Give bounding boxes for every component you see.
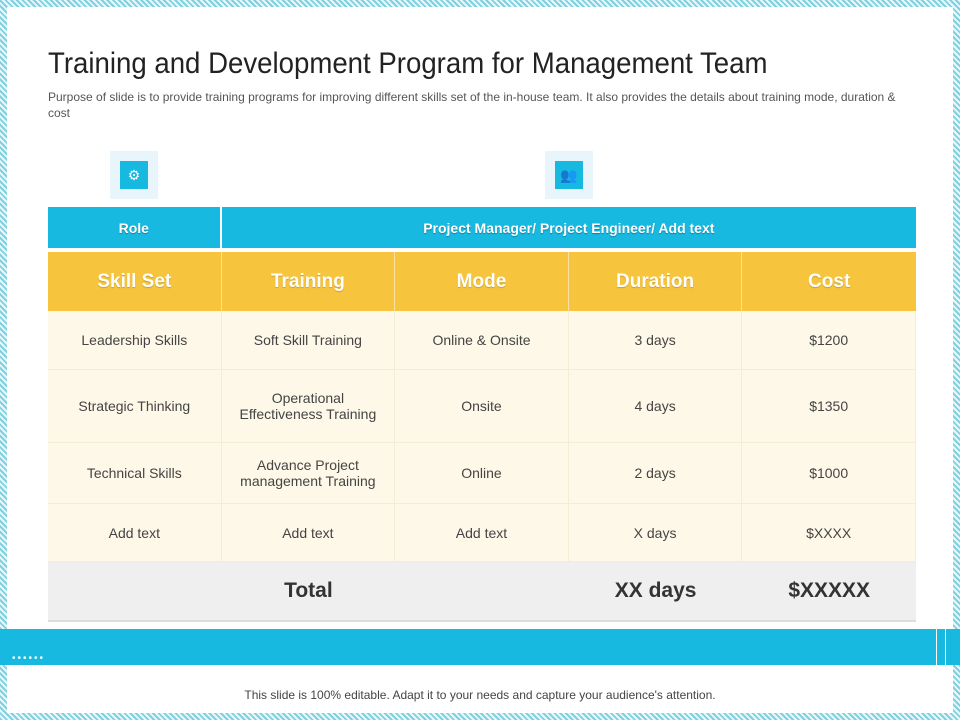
table-cell: Online & Onsite: [395, 311, 569, 369]
team-group-icon: 👥: [545, 151, 593, 199]
training-table: Role Project Manager/ Project Engineer/ …: [48, 207, 916, 622]
table-cell: Soft Skill Training: [222, 311, 396, 369]
band-bars: [936, 629, 946, 665]
total-cost: $XXXXX: [788, 579, 871, 602]
table-row: Strategic Thinking Operational Effectiven…: [48, 370, 916, 443]
table-cell: 3 days: [569, 311, 743, 369]
subtitle: Purpose of slide is to provide training …: [48, 90, 896, 120]
table-cell: Operational Effectiveness Training: [222, 370, 396, 442]
table-cell: Add text: [395, 504, 569, 561]
decorative-band: ••••••: [0, 629, 960, 665]
slide: Training and Development Program for Man…: [0, 7, 960, 713]
table-cell: Leadership Skills: [48, 311, 222, 369]
table-cell: $XXXX: [742, 504, 916, 561]
table-cell: X days: [569, 504, 743, 561]
role-label: Role: [48, 207, 222, 248]
table-cell: $1200: [742, 311, 916, 369]
header-cell: Duration: [569, 252, 743, 311]
table-row: Leadership Skills Soft Skill Training Onli…: [48, 311, 916, 370]
table-row: Technical Skills Advance Project manageme…: [48, 443, 916, 504]
total-label: Total: [284, 579, 333, 602]
table-cell: Strategic Thinking: [48, 370, 222, 442]
table-cell: 4 days: [569, 370, 743, 442]
footer-note: This slide is 100% editable. Adapt it to…: [244, 688, 716, 702]
table-row: Add text Add text Add text X days $XXXX: [48, 504, 916, 562]
header-cell: Mode: [395, 252, 569, 311]
header-cell: Cost: [808, 270, 851, 292]
table-cell: $1350: [742, 370, 916, 442]
table-cell: Add text: [222, 504, 396, 561]
band-dots: ••••••: [12, 653, 46, 664]
table-cell: $1000: [742, 443, 916, 503]
role-row: Role Project Manager/ Project Engineer/ …: [48, 207, 916, 248]
table-cell: 2 days: [569, 443, 743, 503]
header-row: Skill Set Training Mode Duration Cost: [48, 252, 916, 311]
skills-hierarchy-icon: ⚙: [110, 151, 158, 199]
header-cell: Training: [222, 252, 396, 311]
table-cell: Advance Project management Training: [222, 443, 396, 503]
total-duration: XX days: [614, 579, 697, 602]
table-cell: Onsite: [395, 370, 569, 442]
page-title: Training and Development Program for Man…: [48, 47, 768, 80]
table-cell: Online: [395, 443, 569, 503]
table-cell: Add text: [48, 504, 222, 561]
header-cell: Skill Set: [48, 252, 222, 311]
role-value: Project Manager/ Project Engineer/ Add t…: [423, 219, 715, 236]
total-row: Total XX days $XXXXX: [48, 562, 916, 622]
table-cell: Technical Skills: [48, 443, 222, 503]
